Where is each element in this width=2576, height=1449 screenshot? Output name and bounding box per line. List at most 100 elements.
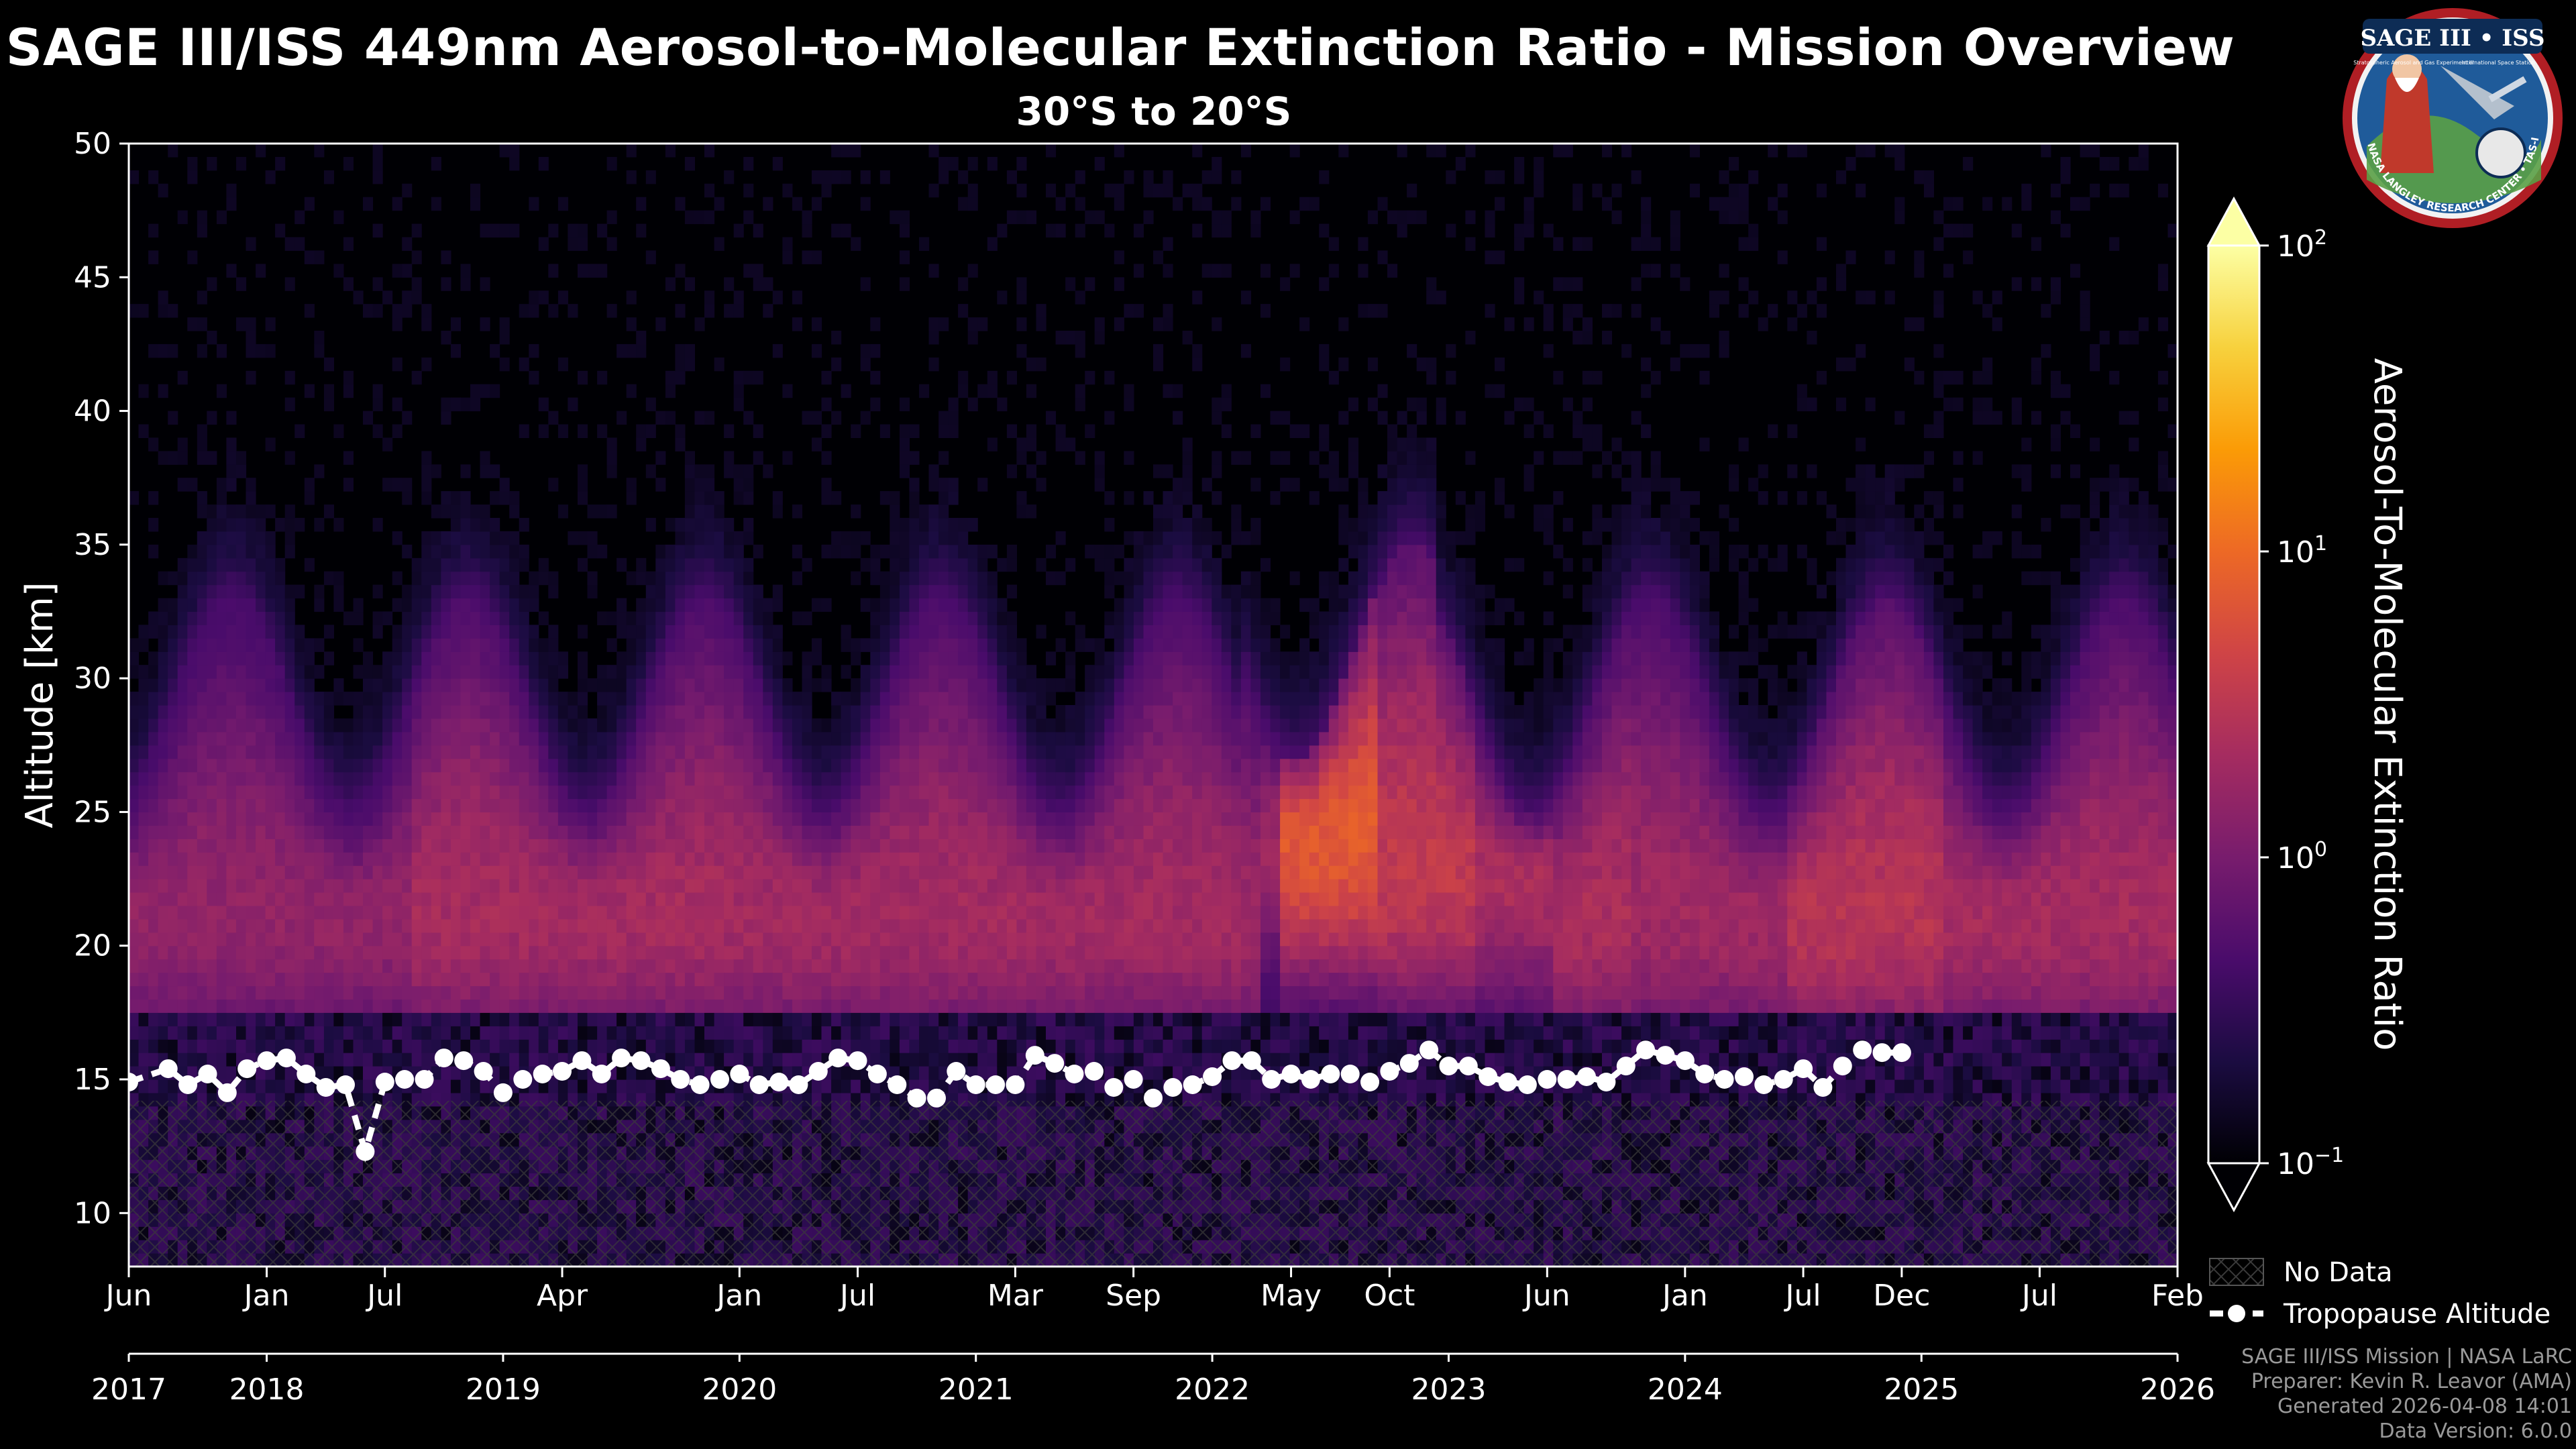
heatmap-cell — [743, 972, 754, 987]
heatmap-cell — [772, 705, 783, 719]
heatmap-cell — [402, 1053, 413, 1067]
heatmap-cell — [890, 771, 900, 786]
heatmap-cell — [148, 731, 159, 746]
heatmap-cell — [363, 678, 374, 692]
heatmap-cell — [138, 918, 149, 933]
heatmap-cell — [538, 397, 549, 412]
heatmap-cell — [421, 771, 432, 786]
heatmap-cell — [733, 798, 744, 812]
heatmap-cell — [890, 651, 900, 665]
heatmap-cell — [207, 571, 217, 586]
heatmap-cell — [148, 518, 159, 532]
heatmap-cell — [684, 1053, 695, 1067]
heatmap-cell — [948, 798, 959, 812]
heatmap-cell — [158, 1039, 168, 1053]
heatmap-cell — [568, 1026, 578, 1040]
heatmap-cell — [831, 839, 842, 853]
heatmap-cell — [909, 651, 920, 665]
heatmap-cell — [763, 651, 773, 665]
heatmap-cell — [733, 531, 744, 545]
heatmap-cell — [675, 825, 686, 839]
heatmap-cell — [207, 1012, 217, 1026]
heatmap-cell — [606, 611, 617, 625]
heatmap-cell — [626, 1039, 637, 1053]
heatmap-cell — [480, 1026, 490, 1040]
heatmap-cell — [480, 718, 490, 733]
heatmap-cell — [284, 918, 295, 933]
heatmap-cell — [665, 1039, 676, 1053]
heatmap-cell — [831, 144, 842, 158]
heatmap-cell — [753, 277, 763, 291]
heatmap-cell — [372, 812, 383, 826]
heatmap-cell — [314, 638, 325, 652]
heatmap-cell — [509, 678, 520, 692]
heatmap-cell — [665, 945, 676, 960]
heatmap-cell — [490, 972, 500, 987]
heatmap-cell — [129, 304, 140, 318]
heatmap-cell — [626, 665, 637, 679]
heatmap-cell — [392, 1026, 402, 1040]
heatmap-cell — [655, 999, 666, 1013]
heatmap-cell — [450, 785, 461, 800]
heatmap-cell — [684, 905, 695, 920]
heatmap-cell — [821, 839, 832, 853]
heatmap-cell — [568, 304, 578, 318]
heatmap-cell — [909, 705, 920, 719]
heatmap-cell — [909, 771, 920, 786]
heatmap-cell — [890, 544, 900, 559]
heatmap-cell — [265, 557, 276, 572]
heatmap-cell — [499, 678, 510, 692]
heatmap-cell — [450, 1026, 461, 1040]
heatmap-cell — [343, 718, 354, 733]
heatmap-cell — [841, 918, 851, 933]
heatmap-cell — [753, 611, 763, 625]
heatmap-cell — [743, 1026, 754, 1040]
heatmap-cell — [441, 411, 451, 425]
heatmap-cell — [782, 183, 793, 198]
heatmap-cell — [138, 384, 149, 398]
heatmap-cell — [236, 598, 247, 612]
heatmap-cell — [636, 959, 647, 973]
heatmap-cell — [411, 865, 422, 879]
heatmap-cell — [246, 1039, 256, 1053]
heatmap-cell — [568, 798, 578, 812]
heatmap-cell — [314, 985, 325, 1000]
heatmap-cell — [812, 825, 822, 839]
heatmap-cell — [879, 771, 890, 786]
heatmap-cell — [909, 1012, 920, 1026]
heatmap-cell — [733, 223, 744, 238]
heatmap-cell — [470, 557, 481, 572]
heatmap-cell — [860, 170, 871, 184]
heatmap-cell — [694, 531, 705, 545]
heatmap-cell — [557, 651, 568, 665]
heatmap-cell — [392, 932, 402, 947]
heatmap-cell — [333, 879, 344, 893]
heatmap-cell — [928, 678, 939, 692]
heatmap-cell — [275, 879, 286, 893]
heatmap-cell — [802, 210, 812, 225]
heatmap-cell — [879, 839, 890, 853]
heatmap-cell — [626, 478, 637, 492]
heatmap-cell — [802, 665, 812, 679]
heatmap-cell — [256, 745, 266, 759]
heatmap-cell — [684, 852, 695, 866]
heatmap-cell — [665, 678, 676, 692]
heatmap-cell — [753, 598, 763, 612]
heatmap-cell — [129, 932, 140, 947]
heatmap-cell — [158, 678, 168, 692]
heatmap-cell — [187, 918, 198, 933]
heatmap-cell — [256, 1039, 266, 1053]
heatmap-cell — [792, 1026, 802, 1040]
heatmap-cell — [421, 638, 432, 652]
heatmap-cell — [275, 557, 286, 572]
heatmap-cell — [743, 758, 754, 773]
heatmap-cell — [733, 705, 744, 719]
heatmap-cell — [177, 1026, 188, 1040]
heatmap-cell — [684, 451, 695, 465]
heatmap-cell — [538, 945, 549, 960]
heatmap-cell — [450, 625, 461, 639]
heatmap-cell — [246, 625, 256, 639]
heatmap-cell — [772, 785, 783, 800]
heatmap-cell — [236, 972, 247, 987]
heatmap-cell — [782, 250, 793, 264]
